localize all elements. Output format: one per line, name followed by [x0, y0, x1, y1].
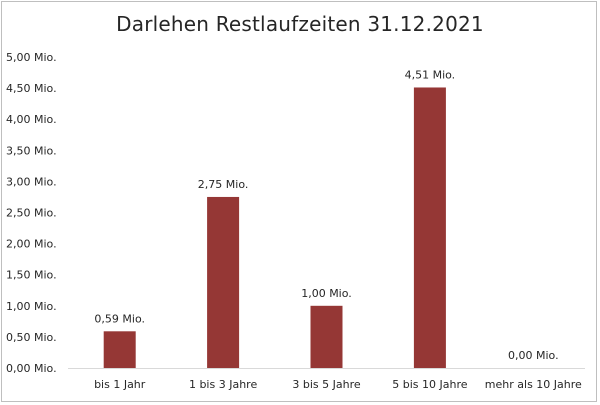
- category-label: bis 1 Jahr: [94, 378, 146, 391]
- data-labels: 0,59 Mio. 2,75 Mio. 1,00 Mio. 4,51 Mio. 0,00…: [94, 68, 558, 362]
- category-label: mehr als 10 Jahre: [485, 378, 582, 391]
- y-tick-label: 2,50 Mio.: [6, 207, 57, 220]
- y-tick-label: 1,50 Mio.: [6, 269, 57, 282]
- y-tick-label: 3,50 Mio.: [6, 144, 57, 157]
- bar: [413, 87, 446, 368]
- bar: [207, 196, 240, 368]
- category-label: 1 bis 3 Jahre: [189, 378, 257, 391]
- bar: [103, 331, 136, 368]
- y-tick-label: 4,50 Mio.: [6, 82, 57, 95]
- category-label: 3 bis 5 Jahre: [292, 378, 360, 391]
- data-label: 0,59 Mio.: [94, 312, 145, 325]
- y-tick-label: 5,00 Mio.: [6, 51, 57, 64]
- chart-title: Darlehen Restlaufzeiten 31.12.2021: [116, 12, 484, 36]
- y-tick-label: 0,50 Mio.: [6, 331, 57, 344]
- data-label: 2,75 Mio.: [198, 178, 249, 191]
- category-label: 5 bis 10 Jahre: [392, 378, 467, 391]
- category-labels: bis 1 Jahr 1 bis 3 Jahre 3 bis 5 Jahre 5 bi…: [94, 378, 582, 391]
- bars: [103, 87, 446, 368]
- y-tick-label: 4,00 Mio.: [6, 113, 57, 126]
- bar: [310, 305, 343, 368]
- y-tick-label: 1,00 Mio.: [6, 300, 57, 313]
- y-tick-label: 0,00 Mio.: [6, 362, 57, 375]
- data-label: 1,00 Mio.: [301, 287, 352, 300]
- y-tick-label: 3,00 Mio.: [6, 175, 57, 188]
- data-label: 4,51 Mio.: [405, 68, 456, 81]
- data-label: 0,00 Mio.: [508, 349, 559, 362]
- y-axis-tick-labels: 0,00 Mio. 0,50 Mio. 1,00 Mio. 1,50 Mio. 2,00…: [6, 51, 57, 375]
- y-tick-label: 2,00 Mio.: [6, 238, 57, 251]
